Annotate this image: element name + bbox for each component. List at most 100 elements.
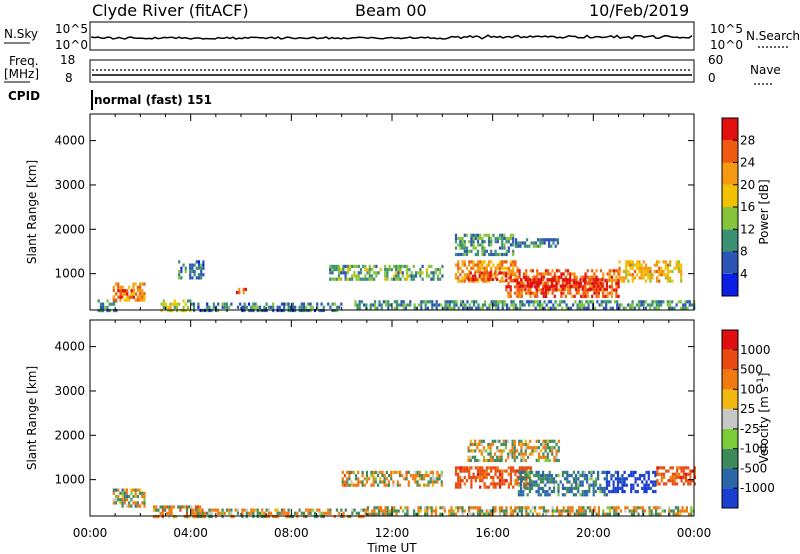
heatmap-cell [117,498,120,502]
heatmap-cell [459,303,462,307]
heatmap-cell [132,289,135,293]
heatmap-cell [584,288,587,292]
heatmap-cell [283,302,286,306]
heatmap-cell [337,264,341,268]
heatmap-cell [348,264,352,268]
heatmap-cell [509,285,512,289]
heatmap-cell [431,306,434,310]
heatmap-cell [531,480,534,484]
heatmap-cell [189,276,192,280]
heatmap-cell [564,284,567,288]
heatmap-cell [114,501,118,505]
heatmap-cell [553,509,556,513]
heatmap-cell [461,512,464,516]
heatmap-cell [561,300,564,304]
heatmap-cell [228,511,231,515]
heatmap-cell [577,477,580,481]
heatmap-cell [576,306,579,310]
heatmap-cell [487,509,490,513]
heatmap-cell [539,477,542,481]
heatmap-cell [676,466,679,470]
heatmap-cell [465,233,469,237]
heatmap-cell [464,306,467,310]
heatmap-cell [605,284,608,288]
heatmap-cell [476,446,479,450]
heatmap-cell [480,439,483,443]
heatmap-cell [479,306,482,310]
heatmap-cell [583,281,586,285]
heatmap-cell [517,241,520,245]
heatmap-cell [495,300,498,304]
heatmap-cell [125,504,129,508]
heatmap-cell [405,470,408,474]
heatmap-cell [606,272,609,276]
heatmap-cell [527,482,530,486]
heatmap-cell [453,300,456,304]
heatmap-cell [528,303,531,307]
heatmap-cell [476,233,480,237]
heatmap-cell [474,439,477,443]
heatmap-cell [599,282,603,286]
heatmap-cell [112,488,115,492]
heatmap-cell [551,512,554,516]
heatmap-cell [496,482,499,486]
heatmap-cell [252,511,255,515]
heatmap-cell [514,276,517,280]
heatmap-cell [463,249,466,253]
heatmap-cell [480,452,483,456]
heatmap-cell [506,306,509,310]
heatmap-cell [627,474,631,478]
heatmap-cell [498,260,502,264]
heatmap-cell [531,506,534,510]
heatmap-cell [377,506,380,510]
heatmap-cell [597,509,600,513]
heatmap-cell [553,294,556,298]
heatmap-cell [276,305,279,309]
heatmap-cell [364,277,367,281]
heatmap-cell [311,508,314,512]
heatmap-cell [465,249,469,253]
heatmap-cell [677,300,680,304]
heatmap-cell [373,512,376,516]
heatmap-cell [517,244,520,248]
heatmap-cell [534,306,537,310]
heatmap-cell [370,474,373,478]
heatmap-cell [516,469,519,473]
heatmap-cell [677,266,681,270]
heatmap-cell [287,305,290,309]
heatmap-cell [333,264,336,268]
heatmap-cell [580,275,583,279]
heatmap-cell [641,474,644,478]
heatmap-cell [420,303,423,307]
heatmap-cell [395,512,398,516]
heatmap-cell [206,302,209,306]
heatmap-cell [523,244,526,248]
heatmap-cell [509,294,512,298]
heatmap-cell [544,449,547,453]
heatmap-cell [331,271,334,275]
heatmap-cell [677,269,681,274]
heatmap-cell [608,272,611,276]
heatmap-cell [525,269,528,273]
heatmap-cell [384,271,387,275]
heatmap-cell [492,273,495,277]
heatmap-cell [478,439,481,443]
heatmap-cell [507,291,510,295]
heatmap-cell [119,295,122,299]
heatmap-cell [687,479,690,483]
heatmap-cell [404,506,407,510]
heatmap-cell [560,291,563,295]
heatmap-cell [380,509,383,513]
heatmap-cell [388,264,391,268]
heatmap-cell [423,474,426,478]
heatmap-cell [254,305,257,309]
heatmap-cell [117,285,120,289]
heatmap-cell [479,509,482,513]
heatmap-cell [525,506,528,510]
heatmap-cell [684,466,688,470]
heatmap-cell [421,277,424,281]
heatmap-cell [471,277,475,281]
heatmap-cell [403,264,407,268]
heatmap-cell [470,249,473,253]
heatmap-cell [408,268,411,272]
